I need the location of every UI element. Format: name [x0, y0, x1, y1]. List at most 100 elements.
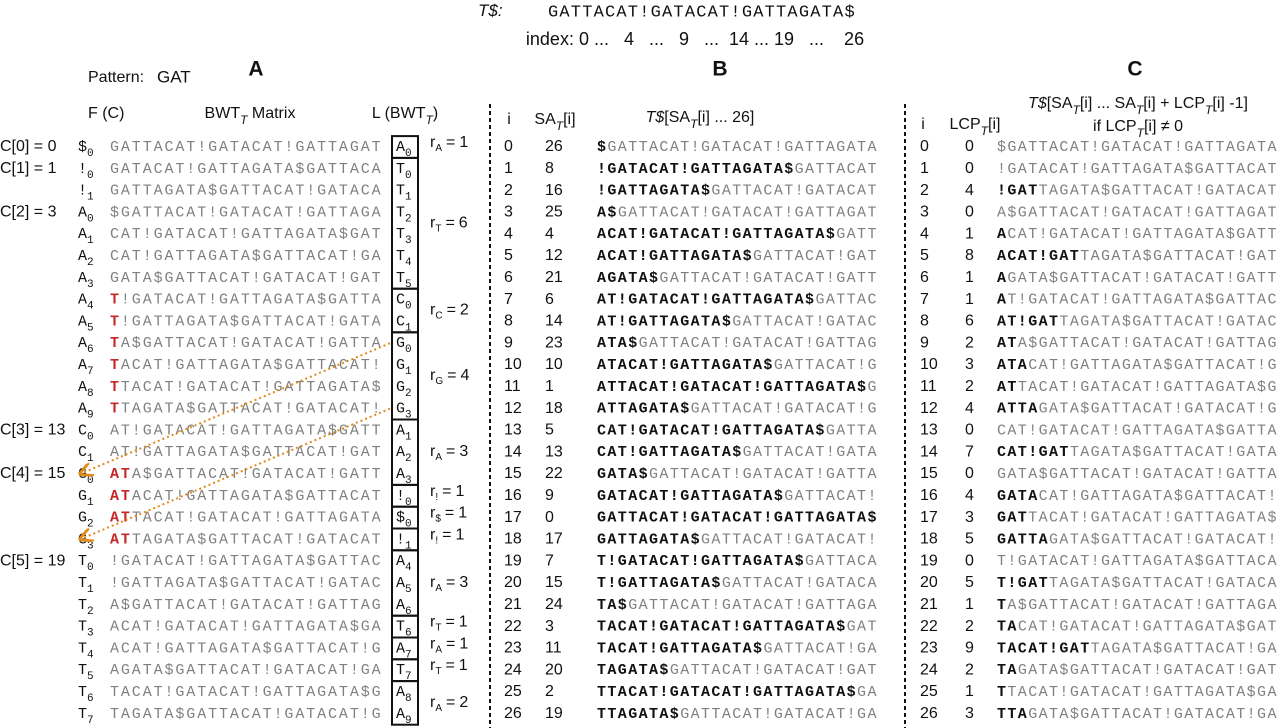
text-part: A — [435, 143, 442, 154]
subscript: 6 — [87, 344, 94, 356]
suffix-bold: ATTAGATA$ — [597, 401, 691, 418]
char: T — [78, 706, 87, 723]
lcp-prefix: CAT!GATTAGATA$GATTACAT!GATA — [997, 444, 1278, 461]
char: A — [78, 292, 87, 309]
sa-value: 16 — [545, 182, 563, 199]
suffix-rest: GATTACAT!GATACAT!GATT — [659, 270, 877, 287]
lcp-prefix: TTAGATA$GATTACAT!GATACAT!GA — [997, 706, 1278, 723]
text-part: T — [240, 113, 249, 127]
lf-arrow — [80, 407, 391, 540]
suffix-rest: GAT — [847, 619, 878, 636]
char: A — [78, 204, 87, 221]
text-part: r — [430, 367, 436, 384]
lcp-prefix: ATACAT!GATTAGATA$GATTACAT!G — [997, 357, 1278, 374]
panel-letter: C — [1127, 58, 1142, 81]
char: A — [78, 335, 87, 352]
sa-value: 18 — [545, 400, 563, 417]
run-label: r! = 1 — [430, 483, 464, 503]
char: A — [396, 597, 405, 614]
prefix-rest: CAT!GATACAT!GATTAGATA$GATT — [1007, 226, 1277, 243]
text-part: T — [981, 124, 990, 138]
lcp-value: 7 — [965, 443, 974, 460]
text-part: SA — [534, 111, 556, 128]
match: AT — [110, 488, 132, 505]
text-part: = — [446, 134, 455, 151]
prefix-bold: T!GAT — [997, 575, 1049, 592]
row-index: 2 — [920, 182, 929, 199]
sa-value: 21 — [545, 269, 563, 286]
column-header: i — [921, 116, 925, 133]
lcp-value: 0 — [965, 160, 974, 177]
f-char: A0 — [78, 204, 94, 225]
suffix-rest: GATTACAT! — [784, 488, 878, 505]
subscript: 1 — [405, 366, 412, 378]
subscript: 9 — [87, 410, 94, 422]
subscript: 3 — [405, 475, 412, 487]
lcp-prefix: GATTAGATA$GATTACAT!GATACAT! — [997, 531, 1278, 548]
subscript: 1 — [87, 453, 94, 465]
subscript: 9 — [405, 715, 412, 727]
suffix: AT!GATTAGATA$GATTACAT!GATAC — [597, 313, 878, 330]
char: T — [396, 161, 405, 178]
prefix-bold: AT!GAT — [997, 313, 1059, 330]
pattern: GAT — [157, 67, 191, 86]
text-part: ) — [433, 105, 438, 122]
lcp-prefix: AT!GATTAGATA$GATTACAT!GATAC — [997, 313, 1278, 330]
rest: !GATTAGATA$GATTACAT!GATAC — [110, 575, 383, 592]
lcp-value: 2 — [965, 378, 974, 395]
suffix: ATTAGATA$GATTACAT!GATACAT!G — [597, 401, 878, 418]
text-part: $ — [435, 514, 441, 525]
sa-value: 7 — [545, 552, 554, 569]
text-part: A — [435, 452, 442, 463]
subscript: 0 — [87, 170, 94, 182]
rest: ACAT!GATACAT!GATTAGATA$GA — [110, 619, 383, 636]
column-header: i — [507, 111, 511, 128]
text-part: A — [435, 645, 442, 656]
rest: !GATTAGATA$GATTACAT!GATA — [121, 313, 383, 330]
lcp-value: 1 — [965, 225, 974, 242]
text-part: T — [435, 623, 441, 634]
prefix-rest: TACAT!GATACAT!GATTAGATA$G — [1018, 379, 1278, 396]
subscript: 4 — [87, 301, 94, 313]
char: A — [78, 248, 87, 265]
subscript: 0 — [405, 344, 412, 356]
run-label: rG = 4 — [430, 367, 469, 387]
row-index: 17 — [504, 509, 522, 526]
text-part: = — [445, 657, 454, 674]
sa-value: 26 — [545, 138, 563, 155]
prefix-rest: TAGATA$GATTACAT!GATACA — [1049, 575, 1278, 592]
prefix-rest: TAGATA$GATTACAT!GA — [1091, 640, 1278, 657]
lcp-value: 1 — [965, 596, 974, 613]
char: G — [78, 488, 87, 505]
f-char: A9 — [78, 401, 94, 422]
prefix-rest: GATA$GATTACAT!GATACAT! — [1049, 531, 1278, 548]
prefix-bold: T — [997, 684, 1007, 701]
suffix-bold: ATA$ — [597, 335, 639, 352]
sa-value: 25 — [545, 204, 563, 221]
prefix-rest: TACAT!GATACAT!GATTAGATA$ — [1028, 510, 1278, 527]
text-part: = — [445, 215, 454, 232]
l-char: C1 — [396, 313, 412, 334]
char: A — [396, 553, 405, 570]
char: A — [78, 226, 87, 243]
text-part: r — [430, 694, 436, 711]
text-part: T$: — [478, 1, 503, 20]
lcp-value: 0 — [965, 465, 974, 482]
suffix-bold: ATACAT!GATTAGATA$ — [597, 357, 774, 374]
row-index: 10 — [504, 356, 522, 373]
suffix-rest: GATTACAT!GATACAT!GAT — [670, 662, 878, 679]
char: A — [396, 444, 405, 461]
row-index: 23 — [920, 640, 938, 657]
subscript: 5 — [405, 584, 412, 596]
suffix-bold: GATA$ — [597, 466, 649, 483]
suffix: GATACAT!GATTAGATA$GATTACAT! — [597, 488, 878, 505]
lcp-value: 3 — [965, 705, 974, 722]
sa-value: 8 — [545, 160, 554, 177]
sa-value: 2 — [545, 683, 554, 700]
rotation: AT!GATACAT!GATTAGATA$GATT — [110, 422, 383, 439]
row-index: 8 — [920, 313, 929, 330]
row-index: 6 — [504, 269, 513, 286]
rotation: CAT!GATACAT!GATTAGATA$GAT — [110, 226, 383, 243]
rest: GATACAT!GATTAGATA$GATTACA — [110, 161, 383, 178]
char: T — [396, 226, 405, 243]
